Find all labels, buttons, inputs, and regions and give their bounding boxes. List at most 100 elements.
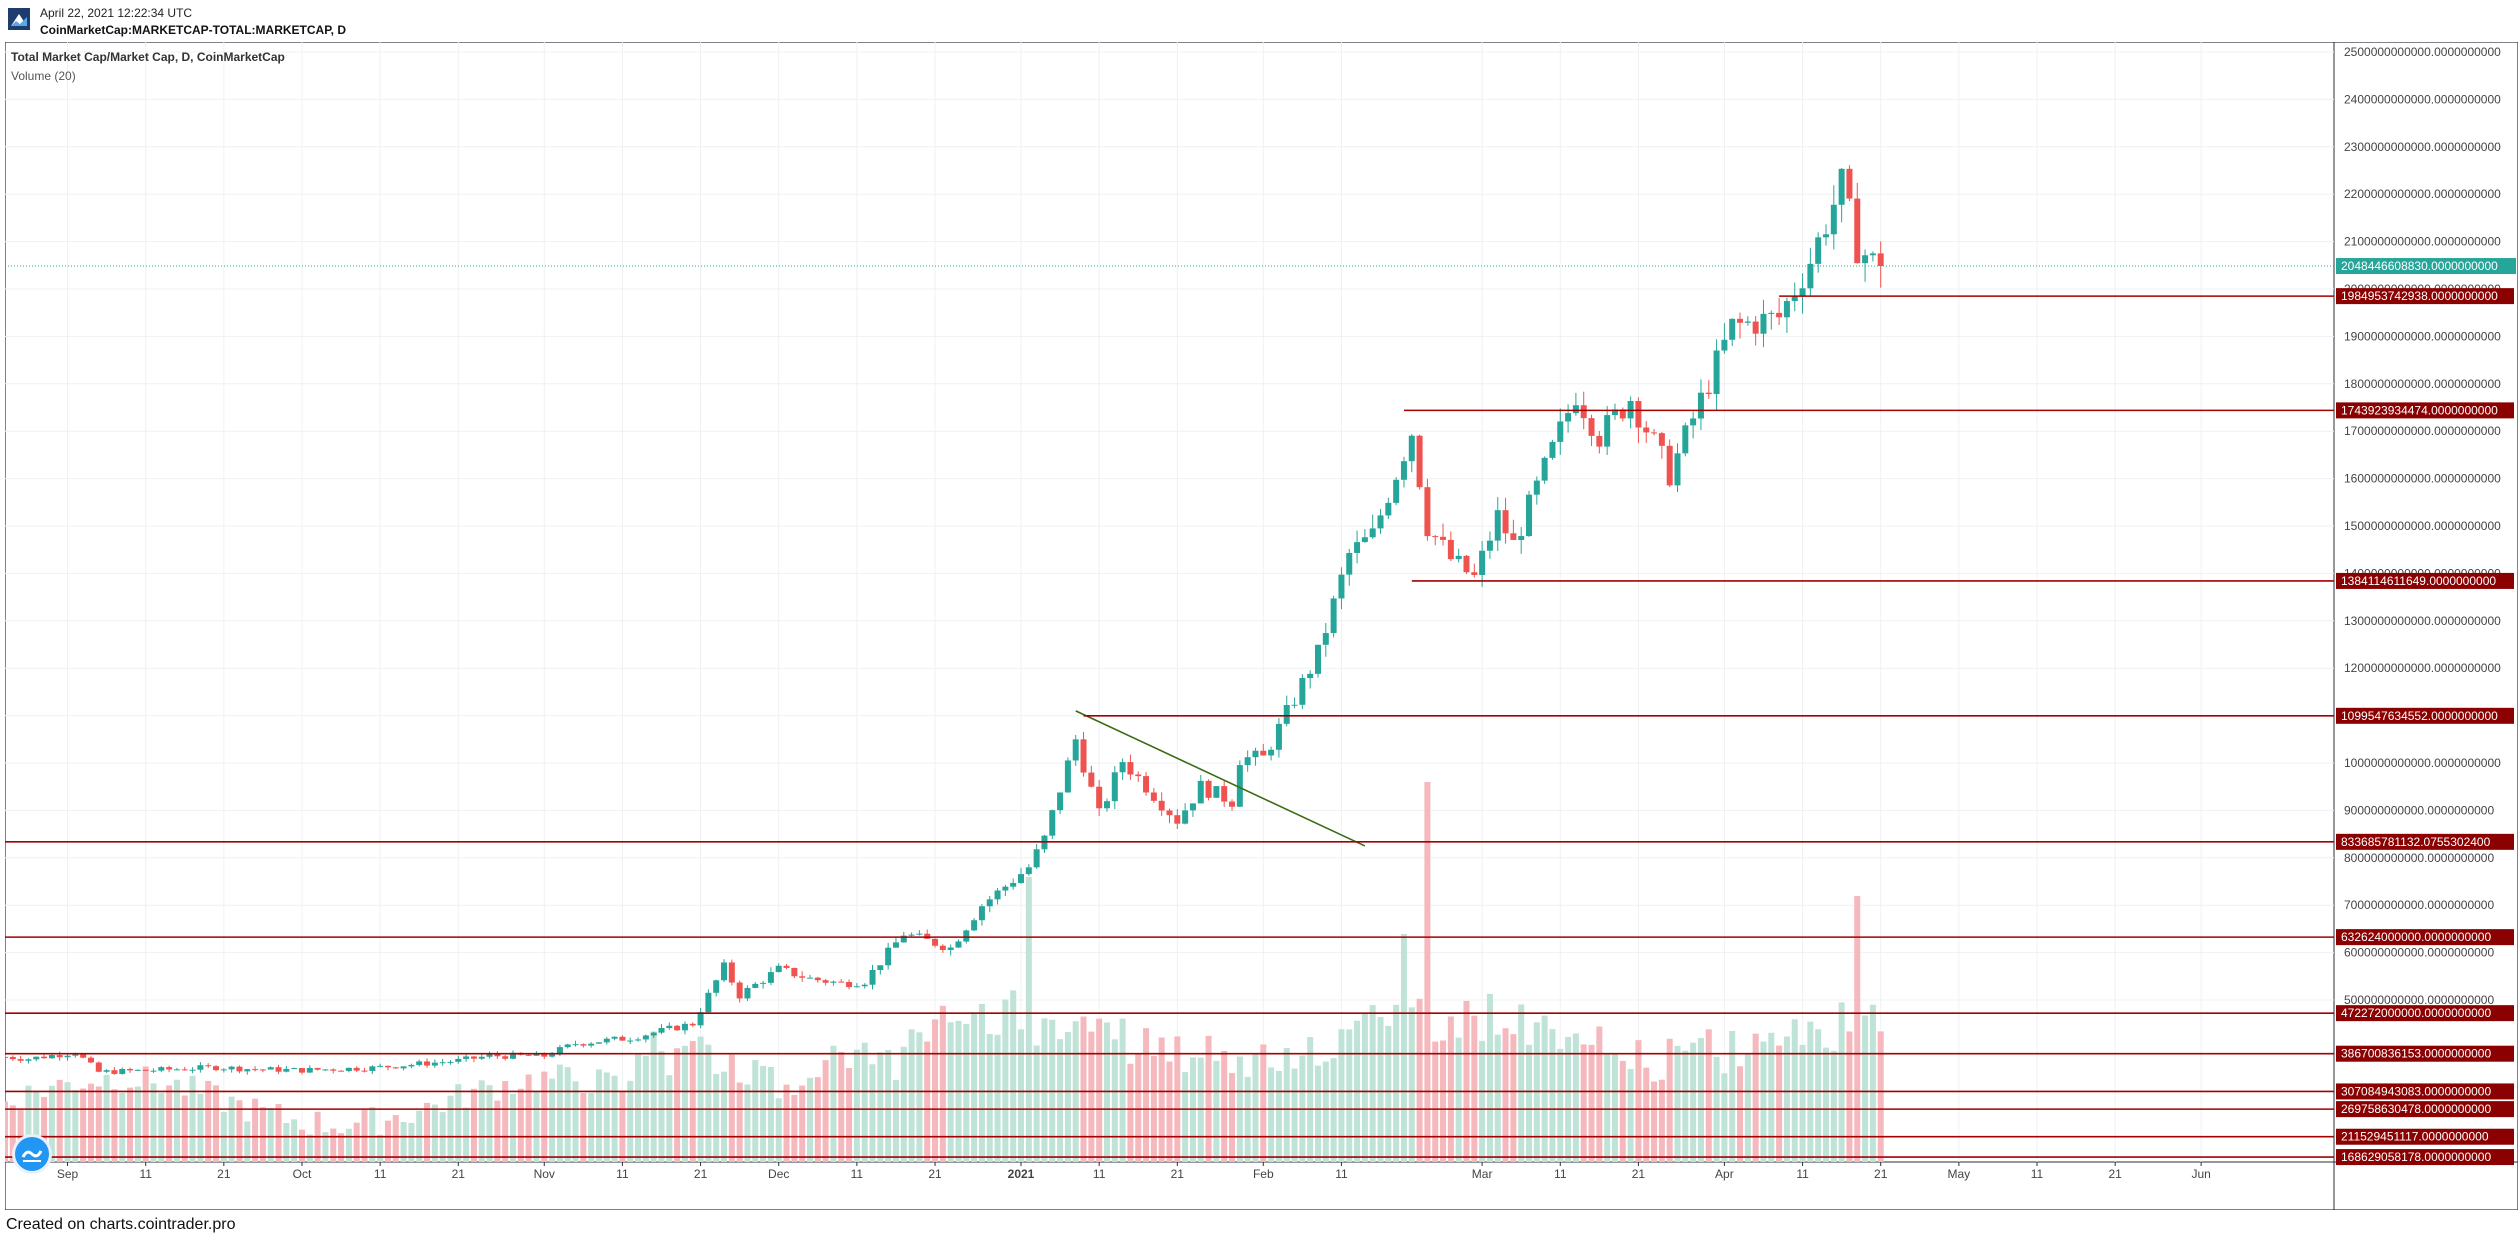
- volume-bar: [1635, 1040, 1642, 1162]
- candle-body: [830, 981, 837, 983]
- volume-bar: [744, 1084, 751, 1162]
- candle-body: [736, 982, 743, 999]
- volume-bar: [752, 1060, 759, 1162]
- candle-body: [1354, 542, 1361, 553]
- volume-bar: [1510, 1034, 1517, 1162]
- volume-bar: [486, 1085, 493, 1162]
- volume-bar: [1760, 1041, 1767, 1162]
- x-axis-tick-label: 11: [139, 1167, 152, 1181]
- candle-body: [142, 1069, 149, 1071]
- volume-bar: [791, 1094, 798, 1162]
- candle-body: [244, 1069, 251, 1072]
- candle-body: [658, 1028, 665, 1033]
- x-axis-tick-label: Sep: [57, 1167, 79, 1181]
- volume-bar: [1619, 1060, 1626, 1162]
- volume-bar: [1393, 1004, 1400, 1162]
- volume-bar: [1729, 1030, 1736, 1162]
- candle-body: [439, 1062, 446, 1064]
- candlestick-chart[interactable]: 2500000000000.0000000000 2400000000000.00…: [5, 42, 2518, 1210]
- candle-body: [384, 1065, 391, 1068]
- candle-body: [228, 1066, 235, 1070]
- volume-bar: [244, 1121, 251, 1162]
- x-axis-tick-label: 11: [1335, 1167, 1348, 1181]
- volume-bar: [549, 1078, 556, 1162]
- level-price-tag: [2336, 288, 2514, 305]
- candle-body: [1143, 776, 1150, 793]
- candle-body: [1424, 487, 1431, 537]
- candle-body: [1549, 441, 1556, 458]
- volume-bar: [1033, 1045, 1040, 1162]
- volume-bar: [384, 1120, 391, 1162]
- volume-bar: [213, 1085, 220, 1162]
- volume-bar: [963, 1023, 970, 1162]
- volume-bar: [377, 1134, 384, 1162]
- candle-body: [1596, 435, 1603, 447]
- volume-bar: [635, 1053, 642, 1162]
- candle-body: [681, 1023, 688, 1031]
- volume-bar: [619, 1091, 626, 1162]
- x-axis-tick-label: Oct: [293, 1167, 312, 1181]
- candle-body: [1057, 792, 1064, 811]
- volume-bar: [1307, 1036, 1314, 1162]
- candle-body: [1658, 433, 1665, 446]
- volume-bar: [1869, 1004, 1876, 1162]
- candle-body: [1822, 234, 1829, 238]
- candle-body: [955, 941, 962, 948]
- volume-bar: [1057, 1039, 1064, 1162]
- volume-bar: [9, 1105, 16, 1162]
- level-price-label: 472272000000.0000000000: [2341, 1006, 2491, 1020]
- volume-bar: [1182, 1072, 1189, 1162]
- x-axis-tick-label: 21: [1874, 1167, 1888, 1181]
- candle-body: [424, 1061, 431, 1066]
- candle-body: [9, 1056, 16, 1060]
- candle-body: [744, 987, 751, 999]
- volume-bar: [994, 1034, 1001, 1162]
- candle-body: [1400, 461, 1407, 480]
- last-price-tag: [2336, 258, 2516, 275]
- candle-body: [1150, 792, 1157, 801]
- volume-bar: [533, 1091, 540, 1162]
- volume-bar: [603, 1072, 610, 1162]
- level-price-label: 168629058178.0000000000: [2341, 1150, 2491, 1164]
- volume-bar: [345, 1128, 352, 1162]
- candle-body: [1236, 765, 1243, 807]
- candle-body: [322, 1069, 329, 1071]
- candle-body: [721, 962, 728, 981]
- candle-body: [1010, 882, 1017, 887]
- level-price-label: 632624000000.0000000000: [2341, 930, 2491, 944]
- volume-bar: [1479, 1040, 1486, 1162]
- volume-bar: [322, 1132, 329, 1162]
- chart-frame-border: [5, 42, 2518, 1210]
- candle-body: [291, 1068, 298, 1070]
- chart-header: April 22, 2021 12:22:34 UTC CoinMarketCa…: [0, 0, 2518, 40]
- candle-body: [119, 1069, 126, 1074]
- volume-bar: [424, 1102, 431, 1162]
- volume-bar: [1752, 1033, 1759, 1162]
- candle-body: [158, 1067, 165, 1071]
- volume-bar: [1080, 1016, 1087, 1162]
- volume-bar: [666, 1075, 673, 1162]
- candle-body: [408, 1064, 415, 1067]
- candle-body: [1635, 401, 1642, 428]
- volume-bar: [158, 1092, 165, 1162]
- candle-body: [189, 1069, 196, 1071]
- volume-bar: [119, 1092, 126, 1162]
- level-price-tag: [2336, 1005, 2514, 1022]
- candle-body: [525, 1054, 532, 1056]
- footer-credit: Created on charts.cointrader.pro: [6, 1216, 236, 1233]
- x-axis-tick-label: 11: [616, 1167, 629, 1181]
- volume-bar: [1447, 1016, 1454, 1162]
- volume-bar: [1588, 1044, 1595, 1162]
- x-axis-tick-label: 2021: [1008, 1167, 1035, 1181]
- volume-bar: [814, 1077, 821, 1162]
- y-axis-tick-label: 1800000000000.0000000000: [2344, 377, 2501, 391]
- y-axis-tick-label: 1000000000000.0000000000: [2344, 756, 2501, 770]
- level-price-tag: [2336, 1045, 2514, 1062]
- candle-body: [595, 1042, 602, 1044]
- candle-body: [338, 1070, 345, 1072]
- volume-bar: [689, 1040, 696, 1162]
- chart-area[interactable]: 2500000000000.0000000000 2400000000000.00…: [5, 42, 2518, 1210]
- candle-body: [87, 1057, 94, 1063]
- volume-bar: [510, 1093, 517, 1162]
- candle-body: [947, 947, 954, 951]
